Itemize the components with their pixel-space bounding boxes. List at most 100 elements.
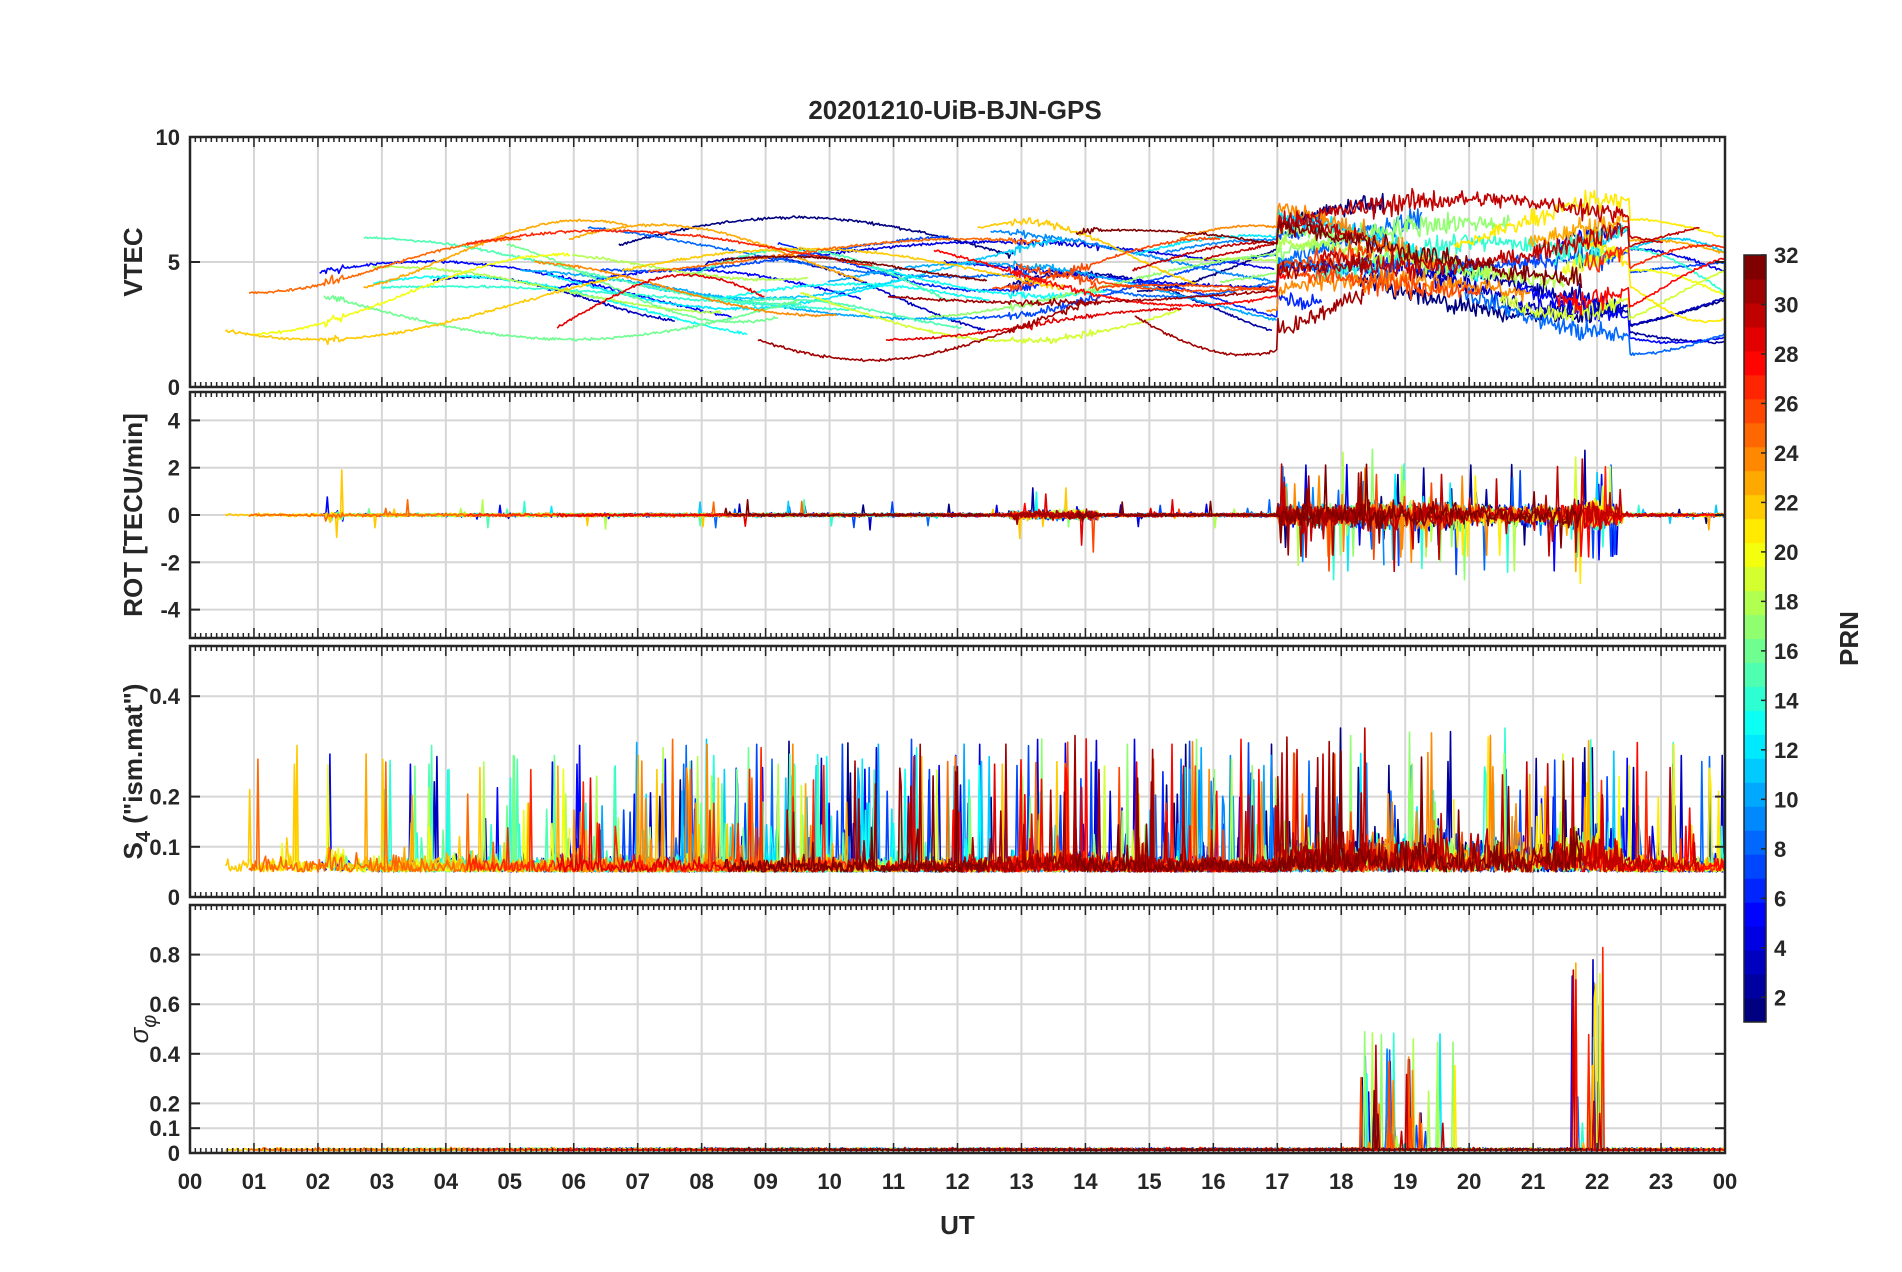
trace-prn-23 [1527,212,1725,254]
y-tick-label: 0.4 [149,684,180,709]
traces [224,448,1725,585]
x-axis: 00 01 02 03 04 05 06 07 08 09 10 11 12 13 14 15 16 17 18 19… [178,1169,1737,1240]
y-tick-label: 0.1 [149,835,180,860]
colorbar-swatch [1744,590,1766,616]
trace-prn-16 [506,243,779,324]
trace-prn-19 [1499,270,1725,322]
colorbar-swatch [1744,974,1766,999]
trace-prn-11 [643,236,1063,301]
trace-prn-30 [1131,210,1368,272]
x-tick-label: 08 [689,1169,713,1194]
x-tick-label: 01 [242,1169,266,1194]
x-tick-label: 13 [1009,1169,1033,1194]
colorbar-tick-label: 32 [1774,243,1798,268]
trace-prn-25 [248,237,522,295]
colorbar-swatch [1744,854,1766,879]
colorbar-tick-label: 2 [1774,985,1786,1010]
colorbar-swatch [1744,326,1766,352]
trace-prn-16 [323,294,799,342]
y-tick-label: 0 [168,1141,180,1166]
colorbar-swatch [1744,446,1766,472]
x-ticks [189,905,1726,1153]
panel-rot: -4 -2 0 2 4 ROT [TECU/min] [118,390,1727,640]
trace-prn-32 [1075,463,1583,549]
x-tick-label: 17 [1265,1169,1289,1194]
x-tick-label: 10 [817,1169,841,1194]
colorbar-swatch [1744,878,1766,903]
y-tick-label: 0.1 [149,1116,180,1141]
colorbar-swatch [1744,830,1766,855]
colorbar-swatch [1744,542,1766,568]
colorbar-tick-label: 20 [1774,540,1798,565]
trace-prn-1 [618,215,1014,259]
y-tick-label: 0.4 [149,1042,180,1067]
y-tick-label: -2 [160,550,180,575]
colorbar-tick-label: 12 [1774,738,1798,763]
colorbar-swatch [1744,350,1766,376]
x-ticks [189,646,1726,897]
colorbar-swatch [1744,255,1766,280]
y-tick-label: -4 [160,598,180,623]
trace-prn-13 [812,254,1107,300]
x-tick-label: 00 [178,1169,202,1194]
y-tick-label: 4 [168,408,181,433]
trace-prn-29 [556,512,765,528]
y-tick-label: 10 [156,125,180,150]
panel-sigma-phi: 00.10.2 0.4 0.6 0.8 σφ [124,903,1727,1166]
colorbar-swatch [1744,494,1766,520]
colorbar-swatch [1744,926,1766,951]
trace-prn-25 [648,237,1041,273]
trace-prn-28 [933,249,1287,308]
colorbar-swatch [1744,686,1766,711]
colorbar-swatch [1744,374,1766,400]
x-tick-label: 05 [498,1169,522,1194]
y-tick-label: 0.2 [149,1091,180,1116]
colorbar-tick-label: 26 [1774,391,1798,416]
trace-prn-18 [372,265,723,315]
y-axis-label: ROT [TECU/min] [118,413,148,617]
trace-prn-29 [556,777,766,873]
trace-prn-32 [1075,218,1583,289]
y-tick-label: 0 [168,885,180,910]
trace-prn-26 [991,236,1221,292]
colorbar-swatch [1744,518,1766,544]
y-axis-label: σφ [124,1015,161,1044]
trace-prn-29 [556,273,765,329]
x-tick-label: 06 [562,1169,586,1194]
colorbar-tick-label: 8 [1774,837,1786,862]
trace-prn-22 [621,246,1065,291]
y-axis-label: VTEC [118,227,148,297]
trace-prn-8 [1464,287,1725,357]
colorbar-tick-label: 18 [1774,589,1798,614]
x-tick-label: 12 [945,1169,969,1194]
x-tick-label: 00 [1713,1169,1737,1194]
trace-prn-23 [568,222,864,283]
colorbar-tick-label: 16 [1774,639,1798,664]
trace-prn-21 [1453,189,1725,249]
y-tick-label: 5 [168,250,180,275]
x-tick-label: 18 [1329,1169,1353,1194]
trace-prn-24 [534,260,837,318]
trace-prn-13 [718,281,990,301]
colorbar-swatch [1744,662,1766,687]
y-axis-label: S4 ("ism.mat") [118,684,155,860]
trace-prn-31 [757,300,1092,363]
trace-prn-31 [887,254,1370,307]
x-ticks [189,137,1726,387]
x-tick-label: 20 [1457,1169,1481,1194]
colorbar-swatch [1744,734,1766,759]
colorbar-swatch [1744,902,1766,927]
x-ticks [189,392,1726,638]
trace-prn-19 [799,291,1181,345]
trace-prn-28 [1555,257,1725,316]
colorbar-swatch [1744,422,1766,448]
x-tick-label: 22 [1585,1169,1609,1194]
colorbar-tick-label: 14 [1774,688,1799,713]
colorbar-tick-label: 24 [1774,441,1799,466]
trace-prn-22 [977,217,1197,285]
x-tick-label: 19 [1393,1169,1417,1194]
x-tick-label: 16 [1201,1169,1225,1194]
trace-prn-15 [738,297,962,330]
trace-prn-15 [363,236,802,306]
